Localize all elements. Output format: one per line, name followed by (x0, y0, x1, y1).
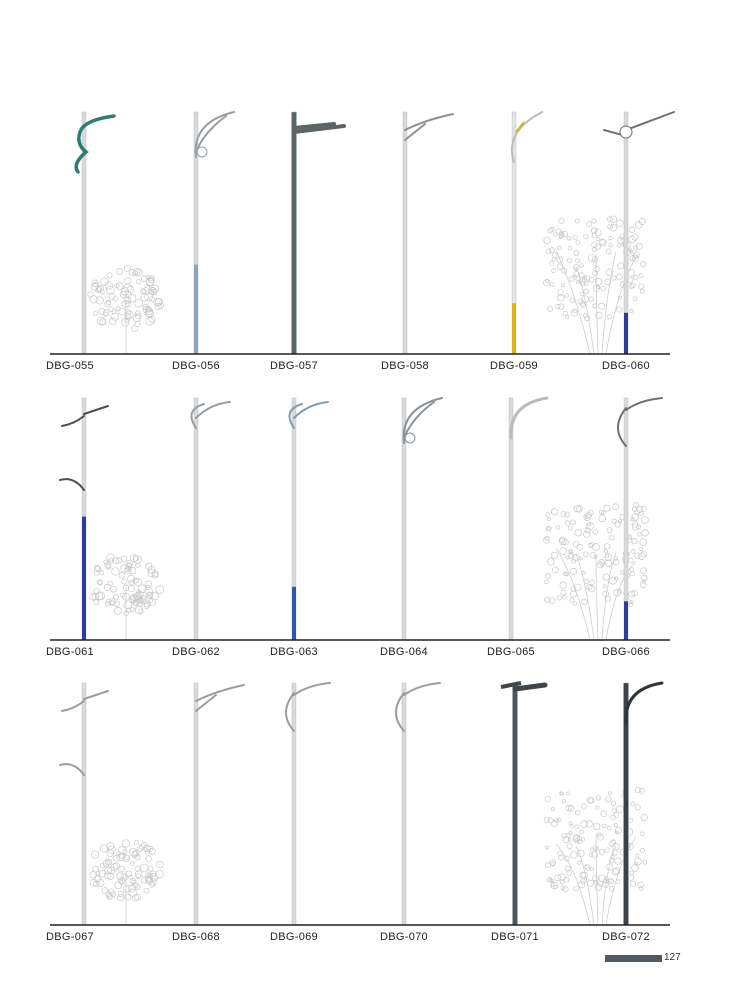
model-label: DBG-060 (602, 360, 650, 372)
tree-sketch (543, 502, 649, 641)
page-number: 127 (664, 952, 681, 963)
model-label: DBG-056 (172, 360, 220, 372)
lamp-arm (617, 397, 663, 447)
tree-sketch (89, 553, 165, 640)
lamp-arm (195, 684, 245, 712)
lamp-arm (510, 111, 543, 163)
model-label: DBG-067 (46, 931, 94, 943)
lamp-arm (59, 405, 109, 491)
lamp-pole-dbg-072 (543, 681, 664, 926)
tree-sketch (89, 839, 164, 925)
lamp-pole-dbg-060 (543, 111, 675, 355)
page-number-bar (605, 955, 662, 962)
lamp-pole-dbg-066 (543, 397, 663, 641)
pole-base-band (82, 516, 86, 640)
lamp-arm (395, 682, 441, 732)
pole-base-band (292, 586, 296, 640)
pole-shaft (402, 111, 408, 355)
lamp-arm (190, 401, 231, 429)
lamp-arm (404, 113, 454, 141)
model-label: DBG-059 (490, 360, 538, 372)
lamp-arm (292, 122, 346, 134)
lamp-arm (59, 690, 109, 776)
lamp-arm (624, 681, 664, 725)
pole-base-band (194, 264, 198, 354)
lamp-arm (194, 111, 235, 158)
pole-shaft (401, 682, 407, 926)
model-label: DBG-057 (270, 360, 318, 372)
catalog-row (50, 111, 675, 355)
catalog-row (50, 681, 670, 926)
pole-base-band (624, 601, 628, 640)
pole-shaft (291, 682, 297, 926)
pole-base-band (512, 303, 516, 354)
lamp-pole-dbg-065 (508, 396, 549, 641)
model-label: DBG-062 (172, 646, 220, 658)
catalog-row (50, 396, 670, 641)
model-label: DBG-070 (380, 931, 428, 943)
model-label: DBG-071 (491, 931, 539, 943)
tree-sketch (87, 265, 164, 354)
tree-sketch (543, 215, 647, 355)
pole-shaft (81, 682, 87, 926)
model-label: DBG-058 (381, 360, 429, 372)
pole-shaft (291, 111, 297, 355)
lamp-pole-dbg-057 (291, 111, 346, 355)
model-label: DBG-068 (172, 931, 220, 943)
lamp-pole-dbg-071 (500, 681, 548, 926)
pole-shaft (512, 682, 518, 926)
model-label: DBG-065 (487, 646, 535, 658)
lamp-pole-dbg-068 (193, 682, 245, 926)
lamp-arm (603, 111, 675, 139)
lamp-pole-dbg-070 (395, 682, 441, 926)
model-label: DBG-072 (602, 931, 650, 943)
pole-shaft (193, 682, 199, 926)
model-label: DBG-066 (602, 646, 650, 658)
model-label: DBG-064 (380, 646, 428, 658)
lamp-arm (500, 681, 548, 692)
tree-sketch (543, 787, 648, 926)
lamp-pole-dbg-067 (59, 682, 164, 926)
model-label: DBG-063 (270, 646, 318, 658)
lamp-pole-dbg-056 (193, 111, 235, 355)
lamp-pole-dbg-062 (190, 397, 231, 641)
lamp-pole-dbg-063 (288, 397, 329, 641)
lamp-pole-dbg-069 (285, 682, 331, 926)
model-label: DBG-069 (270, 931, 318, 943)
lamp-arm (402, 397, 443, 444)
lamp-pole-dbg-064 (401, 397, 443, 641)
lamp-arm (509, 396, 549, 440)
pole-base-band (624, 312, 628, 354)
lamp-pole-dbg-058 (402, 111, 454, 355)
lamp-pole-dbg-059 (510, 111, 543, 355)
pole-shaft (193, 397, 199, 641)
model-label: DBG-061 (46, 646, 94, 658)
lamp-arm (74, 114, 116, 174)
lamp-pole-dbg-061 (59, 397, 165, 641)
lamp-arm (288, 401, 329, 429)
model-label: DBG-055 (46, 360, 94, 372)
lamp-pole-dbg-055 (74, 111, 164, 355)
lamp-arm (285, 682, 331, 732)
